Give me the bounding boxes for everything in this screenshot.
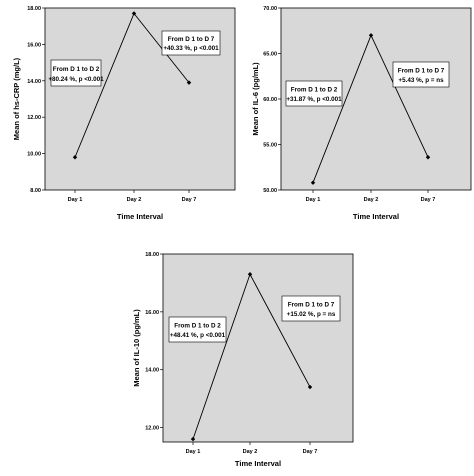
annotation-line-2: +40.33 %, p <0.001 [163,45,219,52]
y-axis-label: Mean of IL-10 (pg/mL) [132,309,141,387]
x-axis-label: Time Interval [353,212,399,221]
annotation-frame [161,30,221,56]
annotation-frame [392,61,450,88]
annotation-frame [281,295,341,322]
y-tick-label: 65.00 [263,52,277,58]
data-point [368,33,374,38]
x-axis-label: Time Interval [235,459,281,468]
annotation-line-2: +31.87 %, p <0.001 [286,96,342,103]
annotation-line-2: +48.41 %, p <0.001 [170,332,226,339]
y-tick-label: 14.00 [27,79,41,85]
y-tick-label: 14.00 [145,368,159,374]
annotation-frame [168,316,227,343]
annotation-box: From D 1 to D 7 +40.33 %, p <0.001 [161,30,221,56]
annotation-box: From D 1 to D 7 +5.43 %, p = ns [392,61,450,88]
y-tick-label: 12.00 [145,426,159,432]
y-tick-label: 18.00 [27,6,41,12]
x-tick-label: Day 1 [306,197,321,203]
y-tick-label: 16.00 [27,42,41,48]
data-point [186,80,192,85]
chart-panel-1: 8.00 10.00 12.00 14.00 16.00 18.00 Day 1 Day 2 D… [12,6,236,221]
chart-panel-3: 12.00 14.00 16.00 18.00 Day 1 Day 2 Day 7 From … [132,252,354,468]
chart-panel-2: 50.00 55.00 60.00 65.00 70.00 Day 1 Day 2 Day 7… [251,6,472,221]
annotation-line-1: From D 1 to D 2 [53,66,100,73]
plot-area [162,253,354,443]
y-tick-label: 60.00 [263,97,277,103]
data-point [247,272,253,277]
y-tick-label: 16.00 [145,310,159,316]
y-tick-label: 18.00 [145,252,159,258]
annotation-line-1: From D 1 to D 2 [174,323,221,330]
y-tick-label: 12.00 [27,115,41,121]
y-axis-label: Mean of IL-6 (pg/mL) [251,62,260,136]
x-tick-label: Day 1 [68,197,83,203]
data-point [310,180,316,185]
annotation-line-1: From D 1 to D 2 [291,87,338,94]
x-tick-label: Day 7 [421,197,436,203]
y-tick-label: 70.00 [263,6,277,12]
x-tick-label: Day 2 [127,197,142,203]
x-axis-label: Time Interval [117,212,163,221]
annotation-line-2: +15.02 %, p = ns [287,311,336,318]
annotation-box: From D 1 to D 2 +80.24 %, p <0.001 [48,59,104,87]
annotation-line-2: +5.43 %, p = ns [398,77,444,84]
data-point [307,384,313,390]
data-point [131,11,137,16]
annotation-line-2: +80.24 %, p <0.001 [48,76,104,83]
x-tick-label: Day 2 [364,197,379,203]
annotation-line-1: From D 1 to D 7 [398,68,445,75]
y-tick-label: 10.00 [27,152,41,158]
data-point [72,155,78,160]
y-tick-label: 55.00 [263,143,277,149]
x-tick-label: Day 7 [182,197,197,203]
x-tick-label: Day 1 [186,449,201,455]
y-tick-label: 50.00 [263,188,277,194]
x-tick-label: Day 7 [303,449,318,455]
y-tick-label: 8.00 [30,188,41,194]
y-axis-label: Mean of hs-CRP (mg/L) [12,57,21,140]
annotation-frame [285,80,343,107]
annotation-box: From D 1 to D 7 +15.02 %, p = ns [281,295,341,322]
annotation-line-1: From D 1 to D 7 [168,36,215,43]
annotation-box: From D 1 to D 2 +48.41 %, p <0.001 [168,316,227,343]
annotation-box: From D 1 to D 2 +31.87 %, p <0.001 [285,80,343,107]
annotation-frame [50,59,102,87]
annotation-line-1: From D 1 to D 7 [288,302,335,309]
data-point [425,155,431,160]
data-point [190,436,196,442]
x-tick-label: Day 2 [243,449,258,455]
